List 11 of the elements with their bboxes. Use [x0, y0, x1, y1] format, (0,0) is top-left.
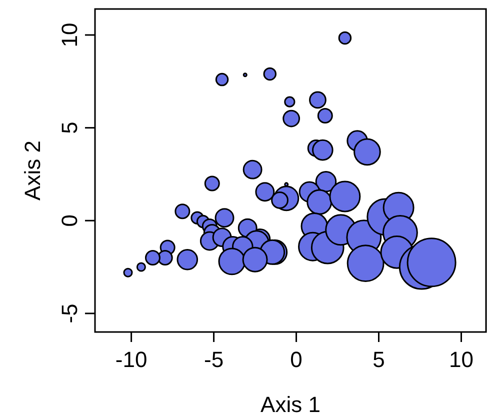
x-tick-label: 0 [290, 347, 302, 372]
y-tick-label: 10 [57, 22, 82, 48]
x-tick-label: -5 [204, 347, 224, 372]
y-tick-label: 5 [57, 122, 82, 134]
y-axis-title: Axis 2 [20, 140, 45, 200]
x-tick-label: 10 [449, 347, 474, 372]
y-tick-label: -5 [57, 304, 82, 324]
x-axis-title: Axis 1 [260, 392, 320, 417]
y-tick-label: 0 [57, 214, 82, 227]
x-tick-label: -10 [115, 347, 148, 372]
x-tick-label: 5 [372, 347, 385, 372]
